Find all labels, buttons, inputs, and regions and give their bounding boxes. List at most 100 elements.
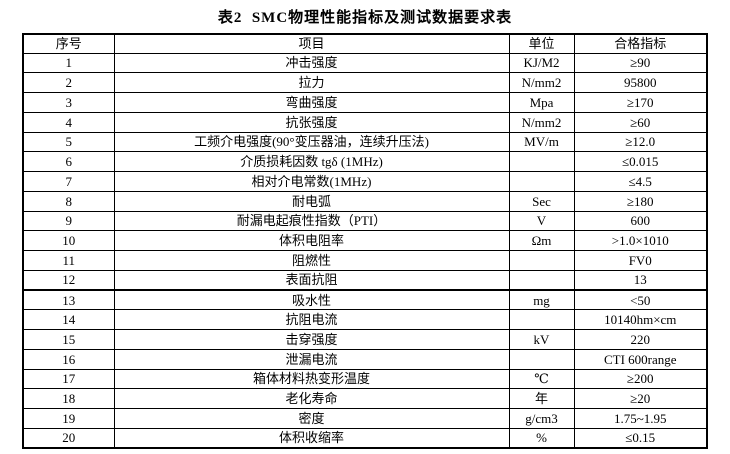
- cell-value: 10140hm×cm: [573, 309, 708, 330]
- table-row: 14 抗阻电流 10140hm×cm: [22, 309, 708, 330]
- cell-no: 3: [22, 92, 115, 113]
- cell-item: 介质损耗因数 tgδ (1MHz): [113, 151, 510, 172]
- cell-value: ≥170: [573, 92, 708, 113]
- cell-item: 击穿强度: [113, 329, 510, 350]
- spec-table: 序号 项目 单位 合格指标 1 冲击强度 KJ/M2 ≥90 2 拉力 N/mm2 95800…: [22, 33, 708, 449]
- cell-value: ≥180: [573, 190, 708, 212]
- cell-unit: MV/m: [508, 131, 575, 153]
- cell-unit: %: [508, 427, 575, 449]
- cell-item: 体积电阻率: [113, 230, 510, 251]
- table-row: 7 相对介电常数(1MHz) ≤4.5: [22, 171, 708, 192]
- cell-value: ≥12.0: [573, 131, 708, 153]
- table-row: 9 耐漏电起痕性指数（PTI） V 600: [22, 210, 708, 232]
- cell-no: 15: [22, 329, 115, 350]
- cell-no: 5: [22, 131, 115, 153]
- cell-unit: Sec: [508, 190, 575, 212]
- cell-item: 工频介电强度(90°变压器油，连续升压法): [113, 131, 510, 153]
- cell-value: CTI 600range: [573, 348, 708, 370]
- cell-value: ≤0.015: [573, 151, 708, 172]
- cell-item: 密度: [113, 408, 510, 429]
- cell-unit: 年: [508, 388, 575, 409]
- cell-value: 600: [573, 210, 708, 232]
- cell-no: 1: [22, 52, 115, 74]
- cell-value: ≥20: [573, 388, 708, 409]
- page-title: 表2 SMC物理性能指标及测试数据要求表: [217, 10, 513, 26]
- cell-no: 9: [22, 210, 115, 232]
- col-header-spec: 合格指标: [573, 33, 708, 54]
- table-row: 3 弯曲强度 Mpa ≥170: [22, 92, 708, 113]
- cell-unit: ℃: [508, 368, 575, 390]
- cell-value: <50: [573, 289, 708, 311]
- cell-item: 阻燃性: [113, 250, 510, 271]
- cell-item: 冲击强度: [113, 52, 510, 74]
- cell-item: 老化寿命: [113, 388, 510, 409]
- cell-item: 吸水性: [113, 289, 510, 311]
- cell-value: ≤0.15: [573, 427, 708, 449]
- cell-item: 抗张强度: [113, 111, 510, 133]
- cell-unit: Mpa: [508, 92, 575, 113]
- cell-no: 10: [22, 230, 115, 251]
- table-row: 11 阻燃性 FV0: [22, 250, 708, 271]
- cell-no: 18: [22, 388, 115, 409]
- table-row: 19 密度 g/cm3 1.75~1.95: [22, 408, 708, 429]
- cell-item: 体积收缩率: [113, 427, 510, 449]
- cell-value: FV0: [573, 250, 708, 271]
- table-body: 1 冲击强度 KJ/M2 ≥90 2 拉力 N/mm2 95800 3 弯曲强度 Mpa ≥170 4 抗…: [22, 52, 708, 449]
- cell-item: 抗阻电流: [113, 309, 510, 330]
- table-row: 10 体积电阻率 Ωm >1.0×1010: [22, 230, 708, 251]
- table-row: 15 击穿强度 kV 220: [22, 329, 708, 350]
- cell-no: 4: [22, 111, 115, 133]
- cell-unit: N/mm2: [508, 111, 575, 133]
- table-row: 16 泄漏电流 CTI 600range: [22, 348, 708, 370]
- cell-unit: kV: [508, 329, 575, 350]
- cell-no: 19: [22, 408, 115, 429]
- cell-no: 2: [22, 72, 115, 93]
- cell-item: 表面抗阻: [113, 269, 510, 291]
- table-row: 6 介质损耗因数 tgδ (1MHz) ≤0.015: [22, 151, 708, 172]
- cell-unit: [508, 309, 575, 330]
- cell-unit: mg: [508, 289, 575, 311]
- cell-no: 8: [22, 190, 115, 212]
- table-row: 5 工频介电强度(90°变压器油，连续升压法) MV/m ≥12.0: [22, 131, 708, 153]
- table-row: 17 箱体材料热变形温度 ℃ ≥200: [22, 368, 708, 390]
- cell-item: 箱体材料热变形温度: [113, 368, 510, 390]
- cell-value: ≥90: [573, 52, 708, 74]
- table-row: 8 耐电弧 Sec ≥180: [22, 190, 708, 212]
- cell-value: >1.0×1010: [573, 230, 708, 251]
- cell-no: 17: [22, 368, 115, 390]
- cell-no: 11: [22, 250, 115, 271]
- header-row: 序号 项目 单位 合格指标: [22, 33, 708, 54]
- cell-no: 6: [22, 151, 115, 172]
- cell-value: 95800: [573, 72, 708, 93]
- col-header-unit: 单位: [508, 33, 575, 54]
- cell-value: 220: [573, 329, 708, 350]
- col-header-item: 项目: [113, 33, 510, 54]
- cell-no: 12: [22, 269, 115, 291]
- cell-value: 13: [573, 269, 708, 291]
- cell-unit: [508, 269, 575, 291]
- cell-unit: V: [508, 210, 575, 232]
- cell-value: ≥60: [573, 111, 708, 133]
- cell-item: 泄漏电流: [113, 348, 510, 370]
- table-row: 13 吸水性 mg <50: [22, 289, 708, 311]
- cell-unit: [508, 151, 575, 172]
- cell-value: ≤4.5: [573, 171, 708, 192]
- cell-item: 耐电弧: [113, 190, 510, 212]
- cell-no: 13: [22, 289, 115, 311]
- cell-no: 20: [22, 427, 115, 449]
- cell-item: 耐漏电起痕性指数（PTI）: [113, 210, 510, 232]
- cell-item: 拉力: [113, 72, 510, 93]
- table-row: 18 老化寿命年 ≥20: [22, 388, 708, 409]
- table-row: 2 拉力 N/mm2 95800: [22, 72, 708, 93]
- cell-item: 弯曲强度: [113, 92, 510, 113]
- cell-value: ≥200: [573, 368, 708, 390]
- cell-unit: Ωm: [508, 230, 575, 251]
- table-row: 12 表面抗阻 13: [22, 269, 708, 291]
- cell-value: 1.75~1.95: [573, 408, 708, 429]
- cell-unit: KJ/M2: [508, 52, 575, 74]
- table-row: 20 体积收缩率% ≤0.15: [22, 427, 708, 449]
- cell-unit: [508, 250, 575, 271]
- table-row: 1 冲击强度 KJ/M2 ≥90: [22, 52, 708, 74]
- cell-unit: N/mm2: [508, 72, 575, 93]
